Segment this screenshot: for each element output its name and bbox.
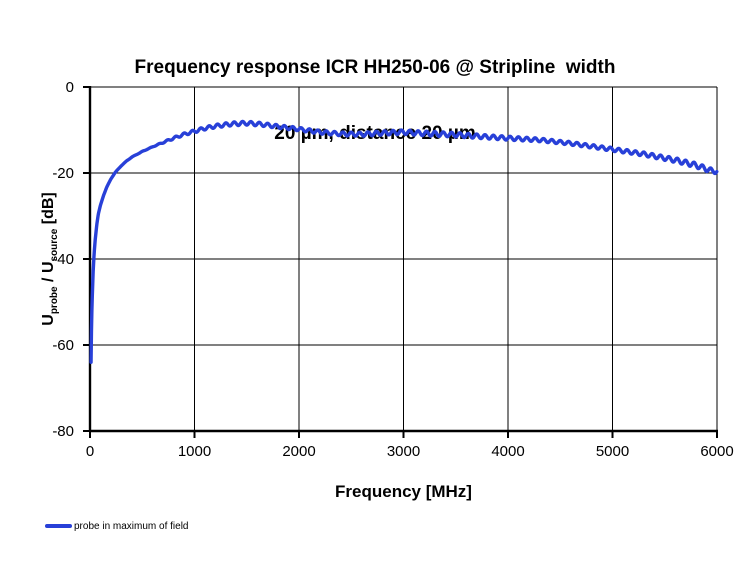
x-tick-label: 1000	[177, 443, 212, 460]
y-tick-label: -40	[52, 251, 74, 268]
y-tick-label: 0	[65, 79, 74, 96]
x-tick-label: 5000	[595, 443, 630, 460]
x-tick-label: 6000	[700, 443, 734, 460]
y-tick-label: -80	[52, 423, 74, 440]
x-tick-label: 3000	[386, 443, 421, 460]
x-tick-label: 4000	[491, 443, 525, 460]
x-axis-title: Frequency [MHz]	[335, 482, 472, 501]
legend-item-label: probe in maximum of field	[74, 520, 189, 532]
legend-line-swatch	[45, 524, 72, 528]
y-tick-label: -20	[52, 165, 74, 182]
series-line	[89, 119, 719, 364]
chart-title-line1: Frequency response ICR HH250-06 @ Stripl…	[134, 57, 616, 78]
x-tick-label: 2000	[282, 443, 316, 460]
x-tick-label: 0	[85, 443, 95, 460]
y-tick-label: -60	[52, 337, 74, 354]
legend: probe in maximum of field	[45, 520, 189, 532]
